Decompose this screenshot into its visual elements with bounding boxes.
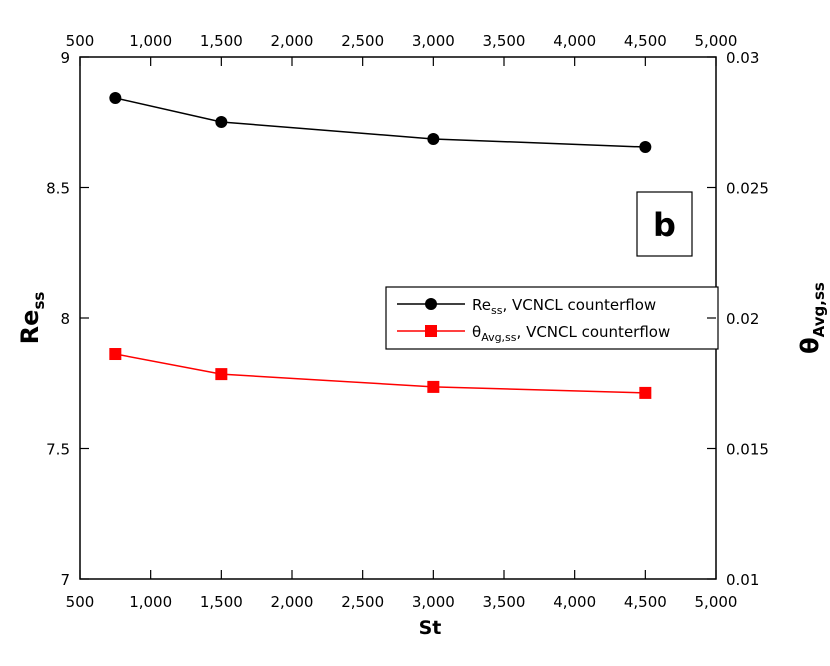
legend-label-sub: Avg,ss — [481, 331, 517, 344]
legend-label-main: Re — [472, 296, 491, 314]
y-tick-label: 8.5 — [46, 180, 70, 198]
y2-axis-label: θAvg,ss — [796, 282, 828, 354]
x-top-tick-label: 1,000 — [129, 32, 172, 50]
legend-label: θAvg,ss, VCNCL counterflow — [472, 323, 670, 344]
x-top-tick-label: 3,500 — [483, 32, 526, 50]
marker — [215, 368, 228, 381]
legend-label: Ress, VCNCL counterflow — [472, 296, 656, 317]
y-axis-label: Ress — [16, 292, 48, 345]
y2-tick-label: 0.025 — [726, 180, 769, 198]
y-tick-label: 9 — [60, 49, 70, 67]
marker — [109, 91, 122, 104]
x-tick-label: 5,000 — [695, 593, 738, 611]
x-top-tick-label: 3,000 — [412, 32, 455, 50]
x-top-tick-label: 4,000 — [553, 32, 596, 50]
x-tick-label: 500 — [66, 593, 95, 611]
x-tick-label: 1,500 — [200, 593, 243, 611]
marker — [215, 115, 228, 128]
x-top-tick-label: 500 — [66, 32, 95, 50]
legend-label-main: θ — [472, 323, 481, 341]
y-axis-label-sub: ss — [30, 292, 48, 310]
x-top-tick-label: 2,000 — [271, 32, 314, 50]
marker — [639, 386, 652, 399]
panel-label-box — [636, 191, 693, 257]
x-tick-label: 4,000 — [553, 593, 596, 611]
marker — [427, 132, 440, 145]
legend-label-sub: ss — [491, 304, 503, 317]
y-tick-label: 7.5 — [46, 441, 70, 459]
legend-box — [385, 286, 719, 350]
x-tick-label: 2,500 — [341, 593, 384, 611]
y2-axis-label-main: θ — [796, 337, 824, 354]
x-top-tick-label: 4,500 — [624, 32, 667, 50]
y2-tick-label: 0.03 — [726, 49, 759, 67]
legend-label-rest: , VCNCL counterflow — [517, 323, 671, 341]
x-top-tick-label: 2,500 — [341, 32, 384, 50]
y-tick-label: 7 — [60, 571, 70, 589]
series-line — [115, 353, 646, 394]
x-tick-label: 4,500 — [624, 593, 667, 611]
panel-label: b — [653, 206, 676, 244]
x-tick-label: 3,000 — [412, 593, 455, 611]
y2-tick-label: 0.01 — [726, 571, 759, 589]
x-tick-label: 1,000 — [129, 593, 172, 611]
x-tick-label: 3,500 — [483, 593, 526, 611]
x-axis-label: St — [419, 617, 442, 639]
legend-marker — [425, 298, 437, 310]
marker — [109, 348, 122, 361]
series-line — [115, 97, 646, 148]
y-tick-label: 8 — [60, 310, 70, 328]
legend-label-rest: , VCNCL counterflow — [502, 296, 656, 314]
legend-marker — [425, 325, 437, 337]
x-top-tick-label: 5,000 — [695, 32, 738, 50]
y2-axis-label-sub: Avg,ss — [810, 282, 828, 337]
x-tick-label: 2,000 — [271, 593, 314, 611]
marker — [427, 380, 440, 393]
y2-tick-label: 0.02 — [726, 310, 759, 328]
x-top-tick-label: 1,500 — [200, 32, 243, 50]
marker — [639, 141, 652, 154]
y2-tick-label: 0.015 — [726, 441, 769, 459]
y-axis-label-main: Re — [16, 310, 44, 345]
